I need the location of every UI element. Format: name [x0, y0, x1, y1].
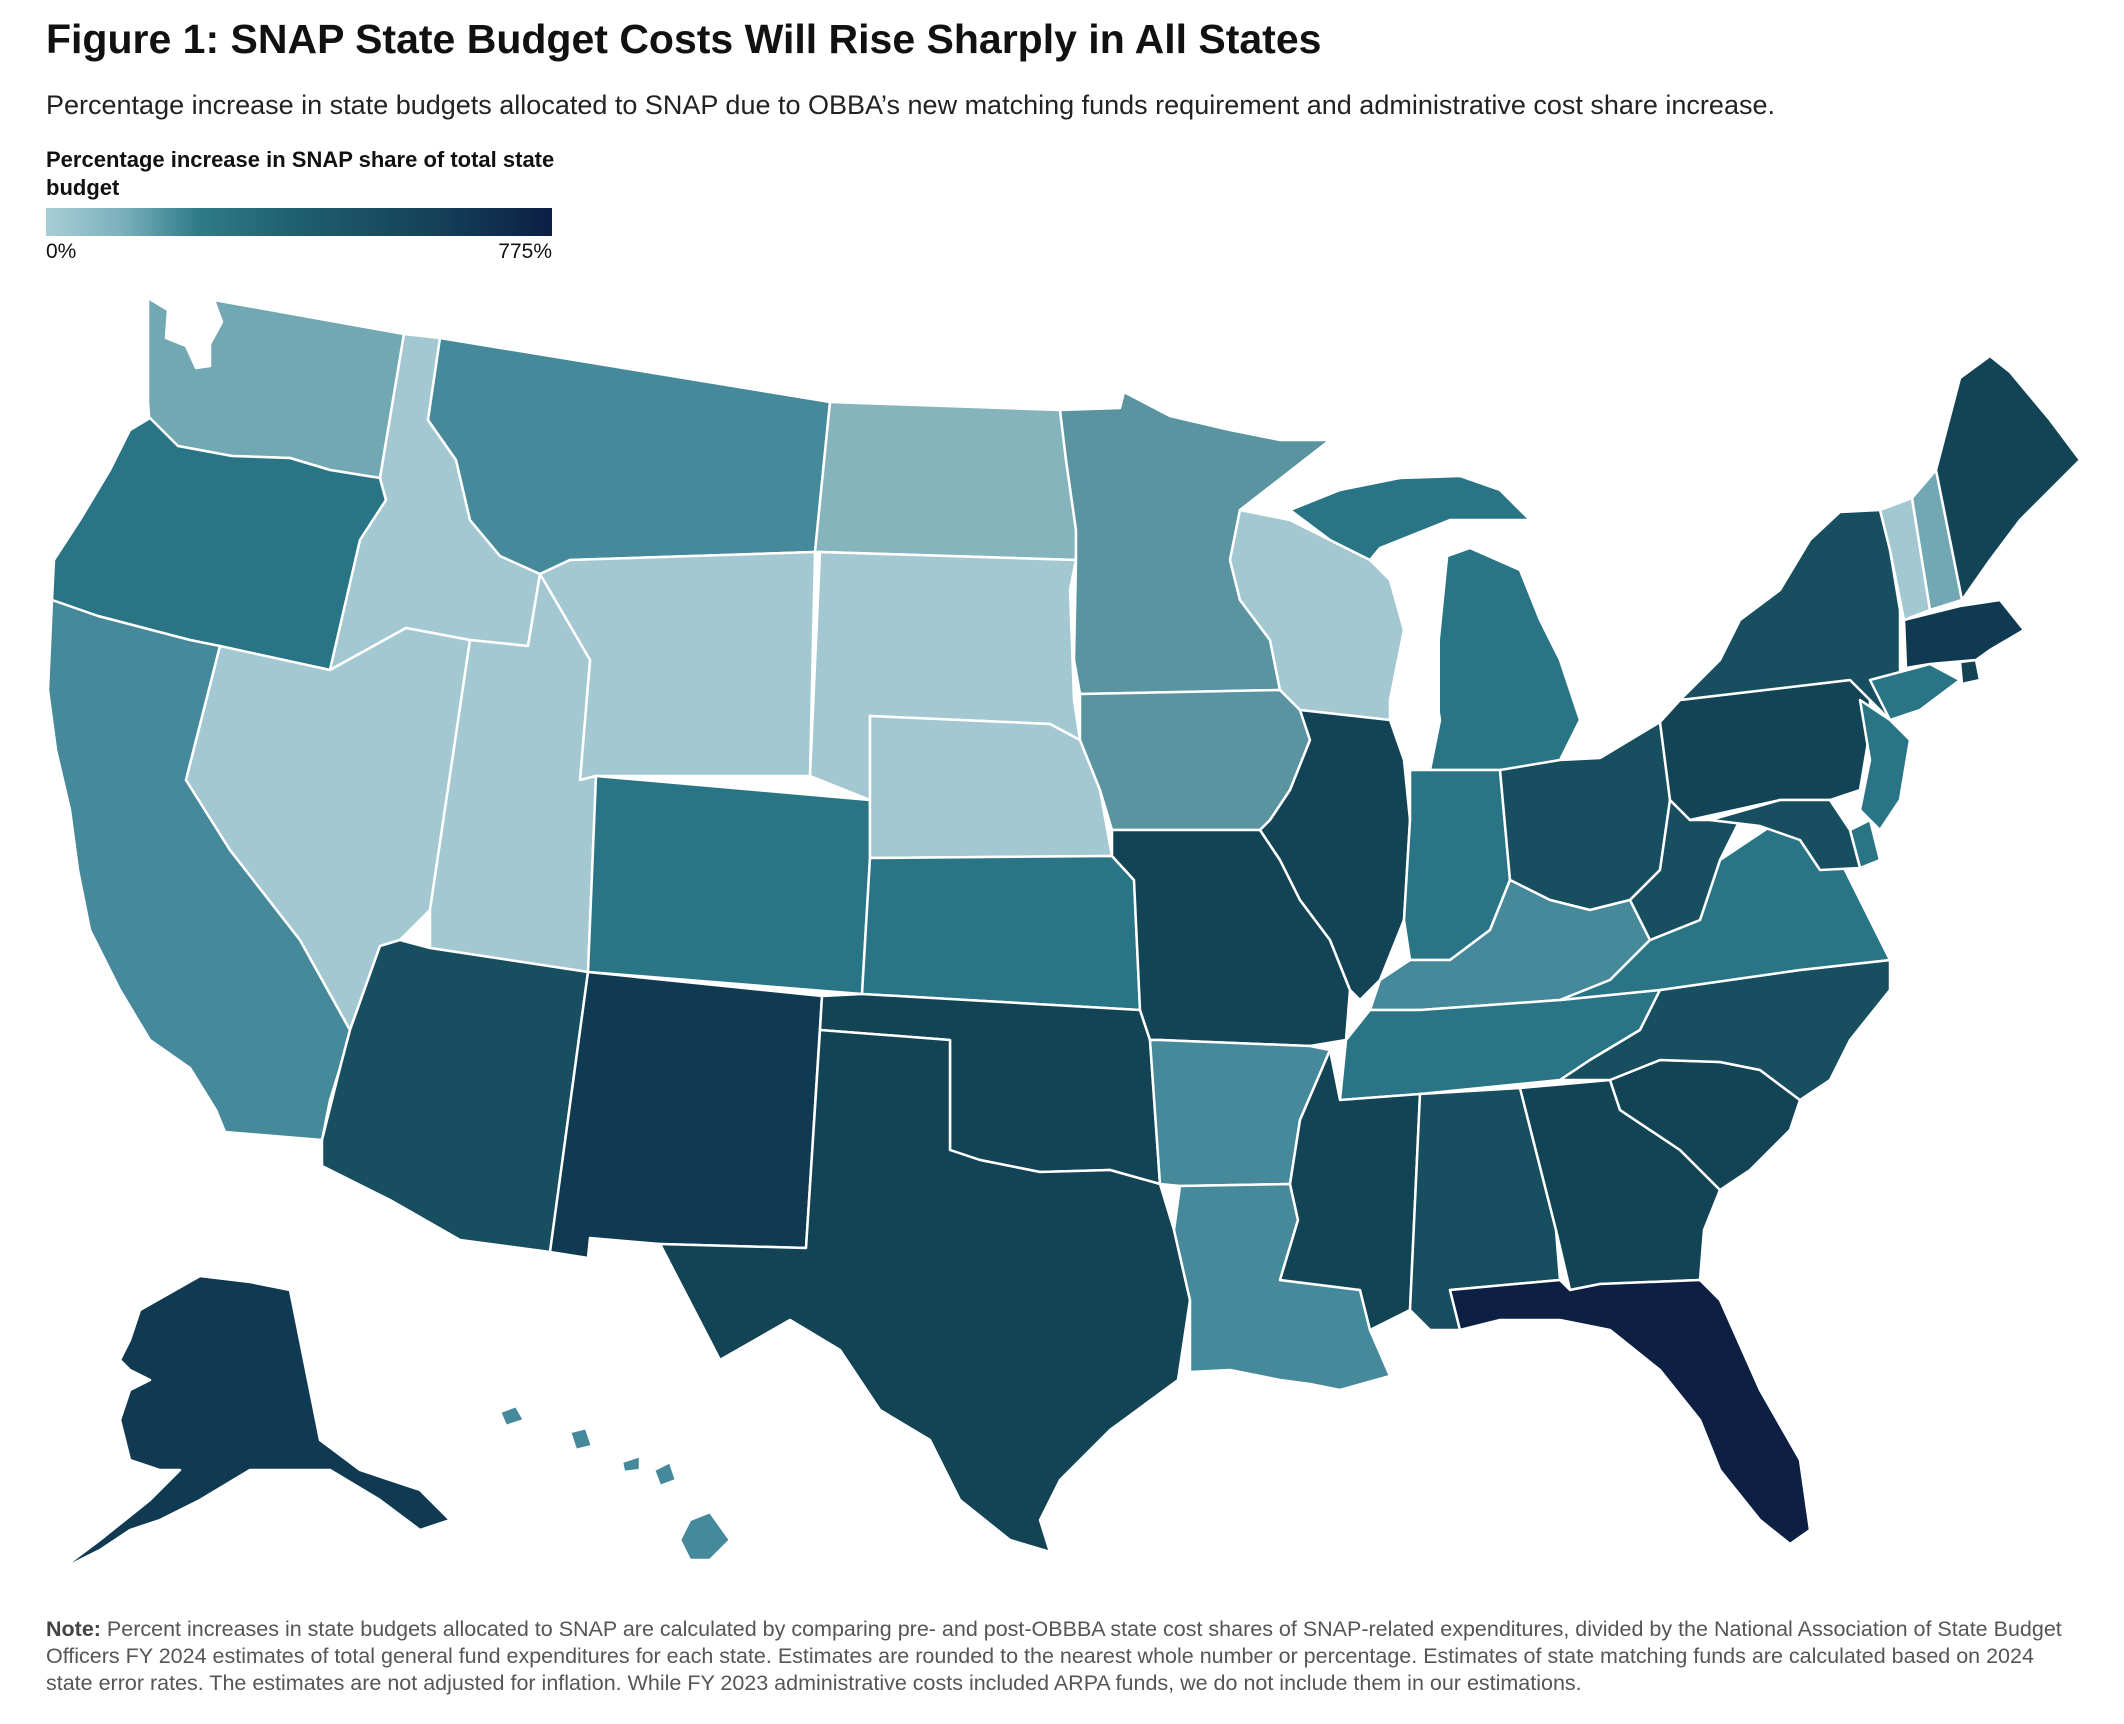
- state-RI[interactable]: [1958, 658, 1982, 686]
- state-PA[interactable]: [1658, 678, 1872, 822]
- state-MD[interactable]: [1708, 798, 1862, 872]
- state-CO[interactable]: [586, 774, 872, 996]
- state-MA[interactable]: [1902, 598, 2026, 670]
- state-NJ[interactable]: [1858, 698, 1912, 832]
- footnote: Note: Percent increases in state budgets…: [46, 1616, 2086, 1697]
- state-ND[interactable]: [813, 400, 1078, 562]
- chart-subtitle: Percentage increase in state budgets all…: [46, 90, 1775, 120]
- note-label: Note:: [46, 1617, 101, 1641]
- state-UT[interactable]: [428, 572, 598, 974]
- legend-title: Percentage increase in SNAP share of tot…: [46, 147, 555, 200]
- lake-michigan: [1400, 540, 1450, 760]
- state-FL[interactable]: [1448, 1278, 1812, 1546]
- state-TX[interactable]: [658, 1028, 1192, 1554]
- legend-gradient-bar: [46, 208, 552, 236]
- legend-min-label: 0%: [46, 240, 77, 263]
- state-VT[interactable]: [1878, 496, 1932, 622]
- state-KS[interactable]: [860, 854, 1142, 1012]
- state-IL[interactable]: [1258, 708, 1412, 1002]
- chart-title: Figure 1: SNAP State Budget Costs Will R…: [46, 16, 1322, 62]
- state-IA[interactable]: [1078, 688, 1312, 832]
- color-legend: Percentage increase in SNAP share of tot…: [46, 146, 554, 268]
- state-AK[interactable]: [58, 1274, 452, 1572]
- state-MT[interactable]: [426, 336, 832, 576]
- note-text: Percent increases in state budgets alloc…: [46, 1617, 2062, 1695]
- state-NE[interactable]: [868, 714, 1114, 860]
- state-HI[interactable]: [498, 1404, 732, 1562]
- legend-labels: 0% 775%: [46, 240, 552, 268]
- state-NM[interactable]: [548, 970, 824, 1260]
- legend-max-label: 775%: [498, 240, 552, 263]
- us-choropleth-map: [46, 296, 2082, 1572]
- state-NC[interactable]: [1558, 958, 1892, 1102]
- state-ME[interactable]: [1934, 354, 2082, 602]
- state-MS[interactable]: [1278, 1048, 1422, 1332]
